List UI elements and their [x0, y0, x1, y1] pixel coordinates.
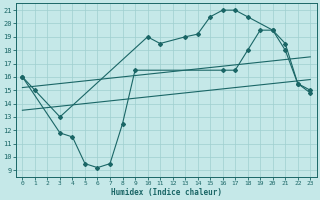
- X-axis label: Humidex (Indice chaleur): Humidex (Indice chaleur): [111, 188, 222, 197]
